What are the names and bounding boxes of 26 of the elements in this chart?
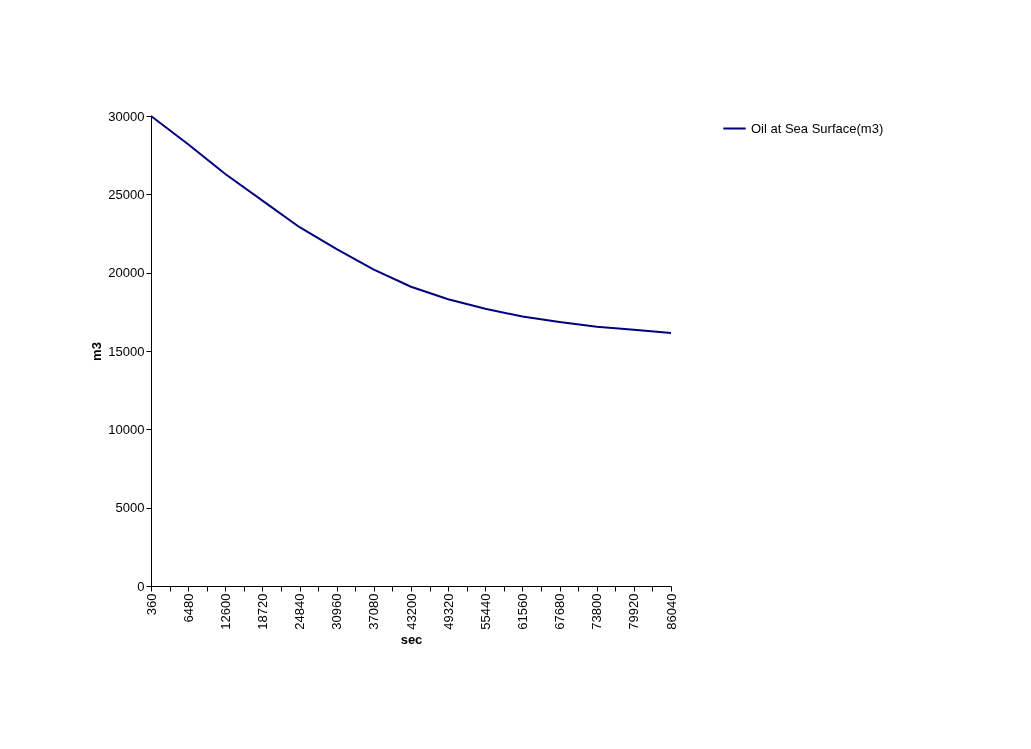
y-tick-label: 20000: [108, 265, 145, 281]
x-tick-label: 73800: [589, 593, 605, 630]
x-tick-label: 6480: [180, 593, 196, 623]
x-tick-label: 37080: [366, 593, 382, 630]
x-tick-label: 79920: [626, 593, 642, 630]
x-tick-label: 55440: [477, 593, 493, 630]
y-tick-label: 25000: [108, 186, 145, 202]
y-tick-label: 15000: [108, 343, 145, 359]
x-tick-label: 24840: [292, 593, 308, 630]
x-tick-label: 61560: [514, 593, 530, 630]
x-tick-label: 43200: [403, 593, 419, 630]
x-tick-label: 86040: [663, 593, 679, 630]
x-axis-title: sec: [400, 631, 423, 647]
x-tick-label: 67680: [552, 593, 568, 630]
y-tick-label: 30000: [108, 108, 145, 124]
x-tick-label: 12600: [217, 593, 233, 630]
x-tick-label: 30960: [329, 593, 345, 630]
x-tick-label: 49320: [440, 593, 456, 630]
x-tick-label: 18720: [254, 593, 270, 630]
legend-label: Oil at Sea Surface(m3): [751, 120, 884, 136]
y-axis-title: m3: [89, 342, 105, 361]
y-tick-label: 0: [137, 578, 145, 594]
y-tick-label: 10000: [108, 421, 145, 437]
line-series: [150, 115, 672, 334]
y-tick-label: 5000: [115, 500, 145, 516]
x-tick-label: 360: [143, 593, 159, 616]
